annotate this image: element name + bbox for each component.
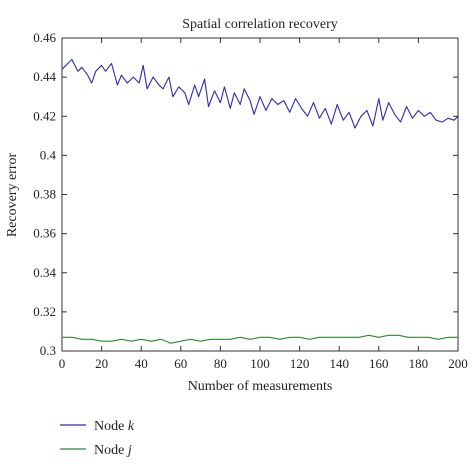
series-line-node-j xyxy=(62,334,458,344)
x-tick-label: 80 xyxy=(214,356,227,371)
y-tick-label: 0.3 xyxy=(40,343,56,358)
y-tick-label: 0.34 xyxy=(33,265,56,280)
chart-title: Spatial correlation recovery xyxy=(182,17,337,32)
y-tick-label: 0.44 xyxy=(33,69,56,84)
legend-entry-prefix: Node xyxy=(94,443,128,458)
x-tick-label: 140 xyxy=(329,356,349,371)
y-tick-label: 0.42 xyxy=(33,108,56,123)
y-tick-label: 0.4 xyxy=(40,147,57,162)
legend-entry-variable: k xyxy=(128,419,135,434)
legend-entry-node-j: Node j xyxy=(94,443,132,458)
x-axis: 0 20 40 60 80 100 120 140 160 180 200 xyxy=(59,38,468,371)
series-line-node-k xyxy=(61,58,459,129)
y-axis: 0.3 0.32 0.34 0.36 0.38 0.4 0.42 0.44 0.46 xyxy=(33,30,458,358)
x-tick-label: 20 xyxy=(95,356,108,371)
y-tick-label: 0.38 xyxy=(33,187,56,202)
legend-entry-prefix: Node xyxy=(94,419,128,434)
y-axis-label: Recovery error xyxy=(5,152,20,237)
x-tick-label: 200 xyxy=(448,356,468,371)
legend-entry-node-k: Node k xyxy=(94,419,135,434)
y-tick-label: 0.36 xyxy=(33,226,56,241)
x-tick-label: 0 xyxy=(59,356,66,371)
legend-entry-variable: j xyxy=(126,443,132,458)
x-axis-label: Number of measurements xyxy=(188,379,333,394)
y-tick-label: 0.46 xyxy=(33,30,56,45)
x-tick-label: 120 xyxy=(290,356,310,371)
y-tick-label: 0.32 xyxy=(33,304,56,319)
x-tick-label: 180 xyxy=(409,356,429,371)
x-tick-label: 40 xyxy=(135,356,148,371)
x-tick-label: 160 xyxy=(369,356,389,371)
x-tick-label: 60 xyxy=(174,356,187,371)
x-tick-label: 100 xyxy=(250,356,270,371)
series-layer xyxy=(61,58,459,344)
plot-area-frame xyxy=(61,37,459,352)
